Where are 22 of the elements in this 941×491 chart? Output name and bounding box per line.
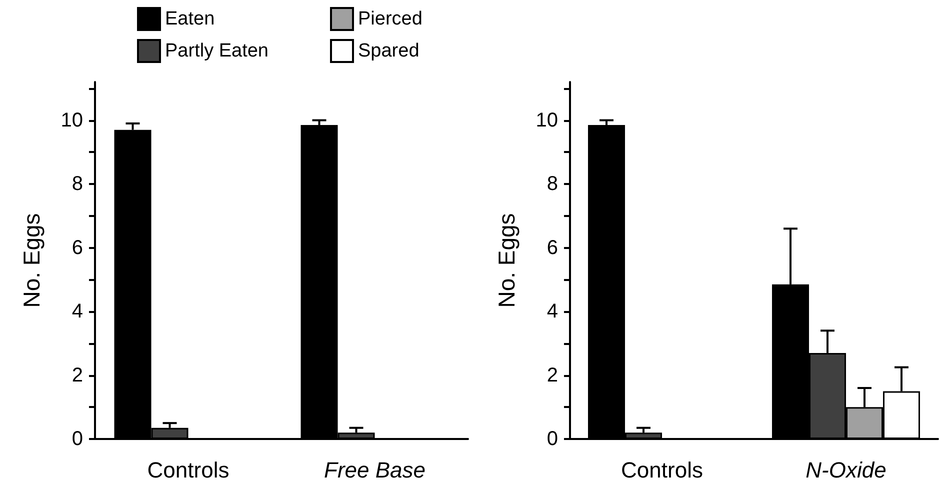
y-tick-label: 4	[546, 300, 558, 322]
y-tick-label: 2	[546, 364, 558, 386]
y-axis-title: No. Eggs	[494, 213, 520, 308]
x-tick-label: N-Oxide	[806, 458, 886, 482]
y-tick-label: 10	[536, 109, 558, 132]
y-tick-label: 4	[72, 300, 83, 322]
legend-label: Eaten	[165, 8, 215, 30]
y-tick-label: 2	[72, 364, 83, 386]
y-tick-label: 6	[72, 236, 83, 259]
y-tick-label: 0	[72, 428, 83, 450]
y-tick-label: 6	[546, 236, 558, 259]
y-axis-title: No. Eggs	[18, 213, 44, 308]
x-tick-label: Controls	[147, 458, 230, 482]
legend-label: Spared	[358, 40, 420, 62]
y-tick-label: 10	[60, 109, 83, 132]
legend-label: Partly Eaten	[165, 40, 268, 62]
y-tick-label: 8	[546, 173, 558, 195]
legend-label: Pierced	[358, 8, 422, 30]
x-tick-label: Controls	[621, 458, 703, 482]
y-tick-label: 8	[72, 173, 83, 195]
x-tick-label: Free Base	[324, 458, 426, 482]
y-tick-label: 0	[546, 428, 558, 450]
